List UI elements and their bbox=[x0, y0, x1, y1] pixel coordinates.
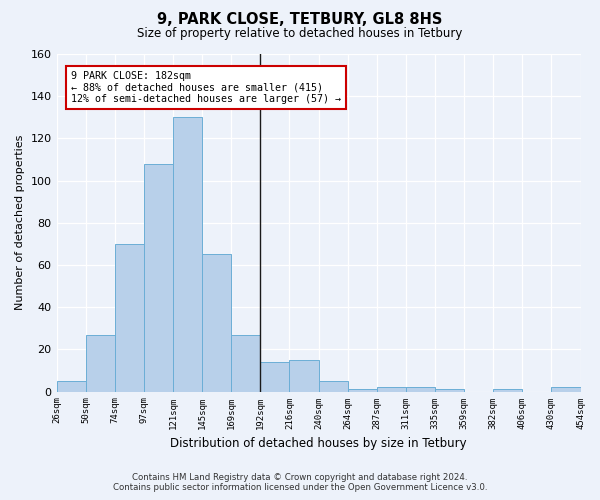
Text: 9 PARK CLOSE: 182sqm
← 88% of detached houses are smaller (415)
12% of semi-deta: 9 PARK CLOSE: 182sqm ← 88% of detached h… bbox=[71, 71, 341, 104]
Text: Contains HM Land Registry data © Crown copyright and database right 2024.
Contai: Contains HM Land Registry data © Crown c… bbox=[113, 473, 487, 492]
Bar bbox=[231, 334, 260, 392]
Bar bbox=[173, 118, 202, 392]
Text: Size of property relative to detached houses in Tetbury: Size of property relative to detached ho… bbox=[137, 28, 463, 40]
Bar bbox=[202, 254, 231, 392]
Y-axis label: Number of detached properties: Number of detached properties bbox=[15, 135, 25, 310]
Bar bbox=[435, 390, 464, 392]
Bar bbox=[406, 388, 435, 392]
Bar bbox=[260, 362, 289, 392]
Bar bbox=[551, 388, 581, 392]
Bar bbox=[144, 164, 173, 392]
Bar bbox=[319, 381, 347, 392]
Bar bbox=[493, 390, 522, 392]
Bar bbox=[347, 390, 377, 392]
Bar bbox=[289, 360, 319, 392]
Bar bbox=[115, 244, 144, 392]
Bar bbox=[86, 334, 115, 392]
Bar bbox=[377, 388, 406, 392]
Text: 9, PARK CLOSE, TETBURY, GL8 8HS: 9, PARK CLOSE, TETBURY, GL8 8HS bbox=[157, 12, 443, 28]
Bar bbox=[56, 381, 86, 392]
X-axis label: Distribution of detached houses by size in Tetbury: Distribution of detached houses by size … bbox=[170, 437, 467, 450]
